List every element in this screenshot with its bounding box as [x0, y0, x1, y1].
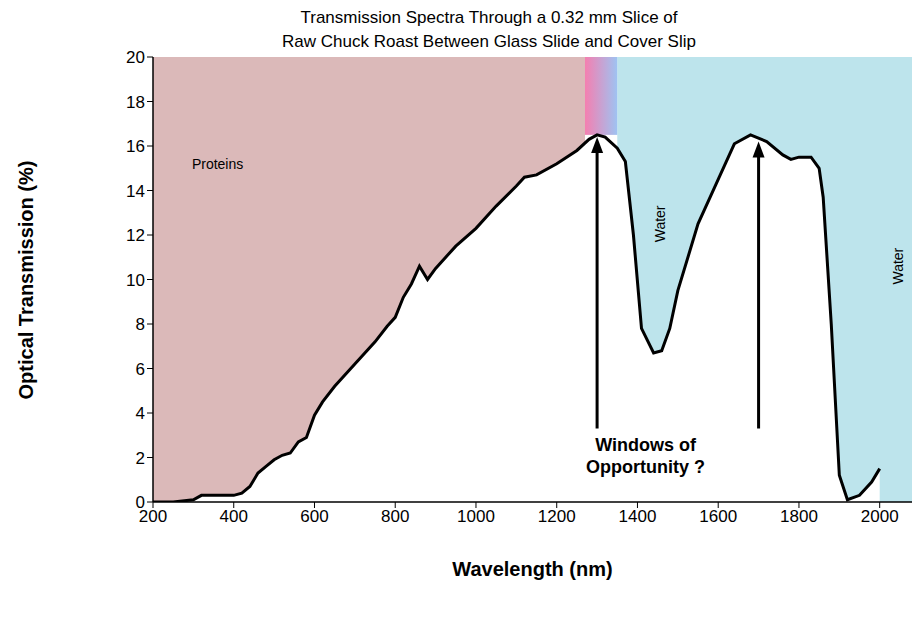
svg-text:0: 0: [136, 493, 145, 512]
svg-text:1600: 1600: [699, 507, 737, 526]
svg-text:6: 6: [136, 360, 145, 379]
svg-text:1000: 1000: [457, 507, 495, 526]
svg-text:Water: Water: [652, 205, 668, 242]
svg-text:4: 4: [136, 404, 145, 423]
svg-text:600: 600: [300, 507, 328, 526]
svg-text:1200: 1200: [538, 507, 576, 526]
svg-text:1800: 1800: [780, 507, 818, 526]
html-text:Raw Chuck Roast Between Glass: Raw Chuck Roast Between Glass Slide and …: [282, 32, 696, 51]
svg-text:16: 16: [126, 137, 145, 156]
svg-text:Proteins: Proteins: [192, 156, 243, 172]
svg-text:18: 18: [126, 93, 145, 112]
svg-text:14: 14: [126, 182, 145, 201]
html-text:Transmission Spectra Through a: Transmission Spectra Through a 0.32 mm S…: [300, 8, 678, 27]
svg-text:Water: Water: [890, 247, 906, 284]
svg-text:12: 12: [126, 226, 145, 245]
svg-text:200: 200: [138, 507, 168, 527]
svg-text:2: 2: [136, 449, 145, 468]
svg-text:8: 8: [136, 315, 145, 334]
svg-text:1400: 1400: [619, 507, 657, 526]
svg-text:20: 20: [126, 48, 145, 67]
svg-text:2000: 2000: [861, 507, 899, 526]
html-text:Optical Transmission (%): Optical Transmission (%): [15, 160, 37, 400]
svg-text:10: 10: [126, 271, 145, 290]
svg-text:400: 400: [220, 507, 248, 526]
svg-text:Windows ofOpportunity ?: Windows ofOpportunity ?: [586, 435, 705, 477]
html-text:Wavelength (nm): Wavelength (nm): [452, 558, 613, 580]
svg-text:800: 800: [381, 507, 409, 526]
